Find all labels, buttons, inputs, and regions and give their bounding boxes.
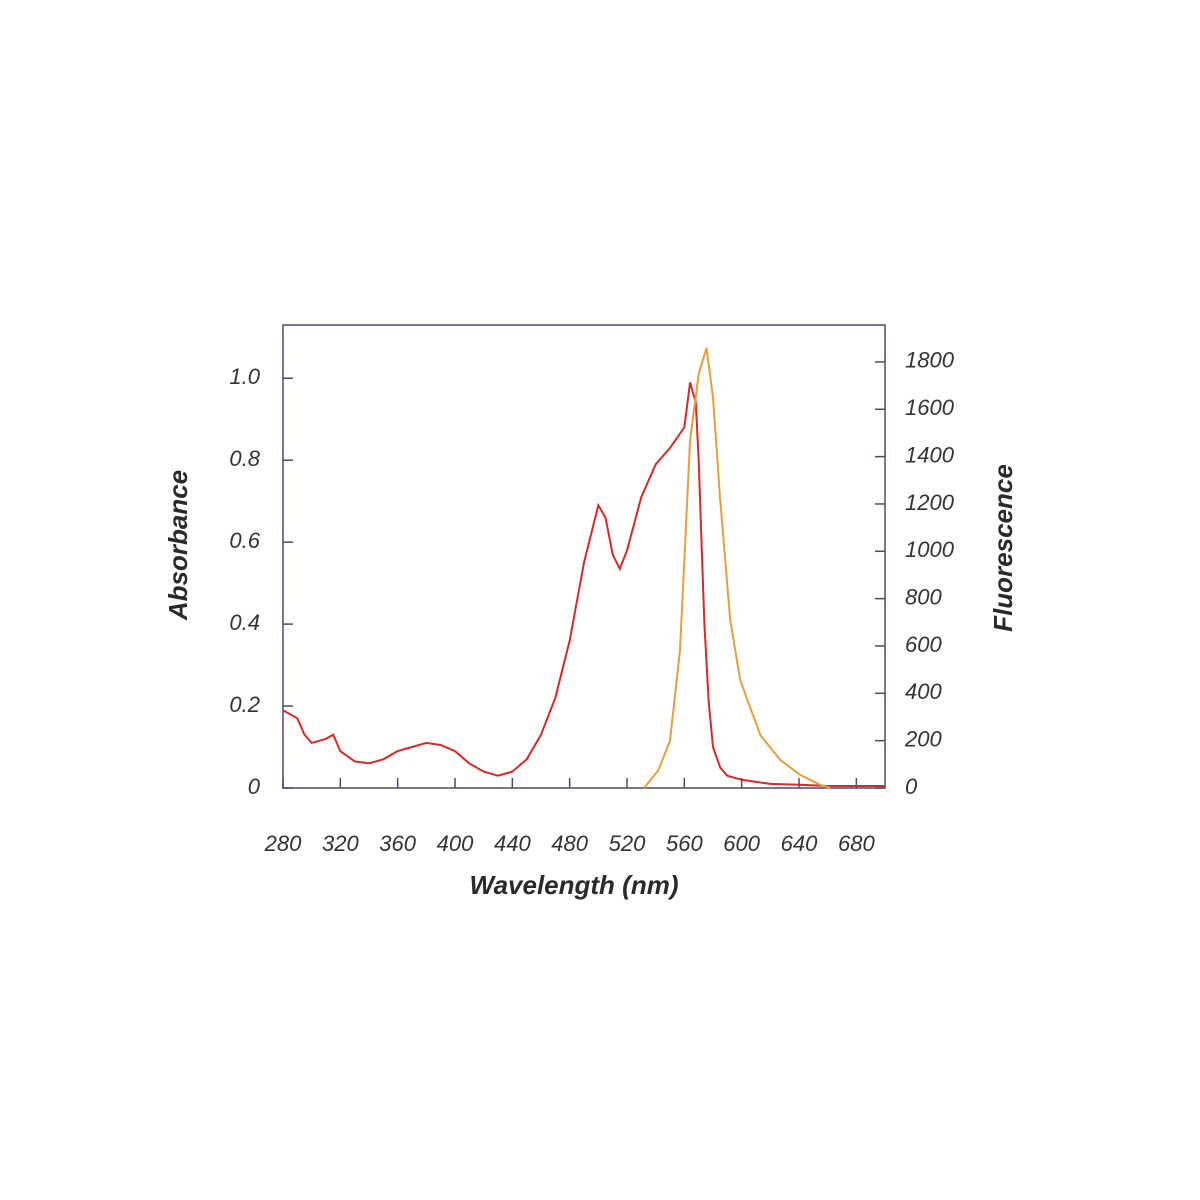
y2-tick-label: 1000	[905, 537, 955, 562]
y2-axis-title: Fluorescence	[988, 464, 1018, 632]
y2-tick-label: 800	[905, 584, 942, 609]
y2-tick-label: 1400	[905, 442, 955, 467]
y-tick-label: 0	[248, 774, 261, 799]
y2-tick-label: 400	[905, 679, 942, 704]
y2-tick-label: 0	[905, 774, 918, 799]
y-tick-label: 0.2	[229, 692, 260, 717]
series-line	[282, 382, 885, 787]
x-tick-label: 520	[609, 831, 646, 856]
x-tick-label: 640	[781, 831, 818, 856]
series-line	[643, 347, 831, 789]
y2-tick-label: 1200	[905, 490, 955, 515]
x-tick-label: 400	[437, 831, 474, 856]
y-tick-label: 0.6	[229, 528, 260, 553]
y2-tick-label: 200	[904, 726, 942, 751]
x-tick-label: 600	[723, 831, 760, 856]
y-axis-title: Absorbance	[163, 470, 193, 621]
y2-tick-label: 1800	[905, 348, 955, 373]
x-tick-label: 480	[551, 831, 588, 856]
y2-tick-label: 1600	[905, 395, 955, 420]
x-tick-label: 560	[666, 831, 703, 856]
y-tick-label: 0.4	[229, 610, 260, 635]
x-tick-label: 280	[264, 831, 302, 856]
y-tick-label: 0.8	[229, 446, 260, 471]
y2-tick-label: 600	[905, 632, 942, 657]
x-axis-title: Wavelength (nm)	[470, 870, 679, 900]
x-tick-label: 360	[379, 831, 416, 856]
plot-frame	[282, 324, 886, 789]
x-tick-label: 320	[322, 831, 359, 856]
y-tick-label: 1.0	[229, 364, 260, 389]
x-tick-label: 440	[494, 831, 531, 856]
x-tick-label: 680	[838, 831, 875, 856]
